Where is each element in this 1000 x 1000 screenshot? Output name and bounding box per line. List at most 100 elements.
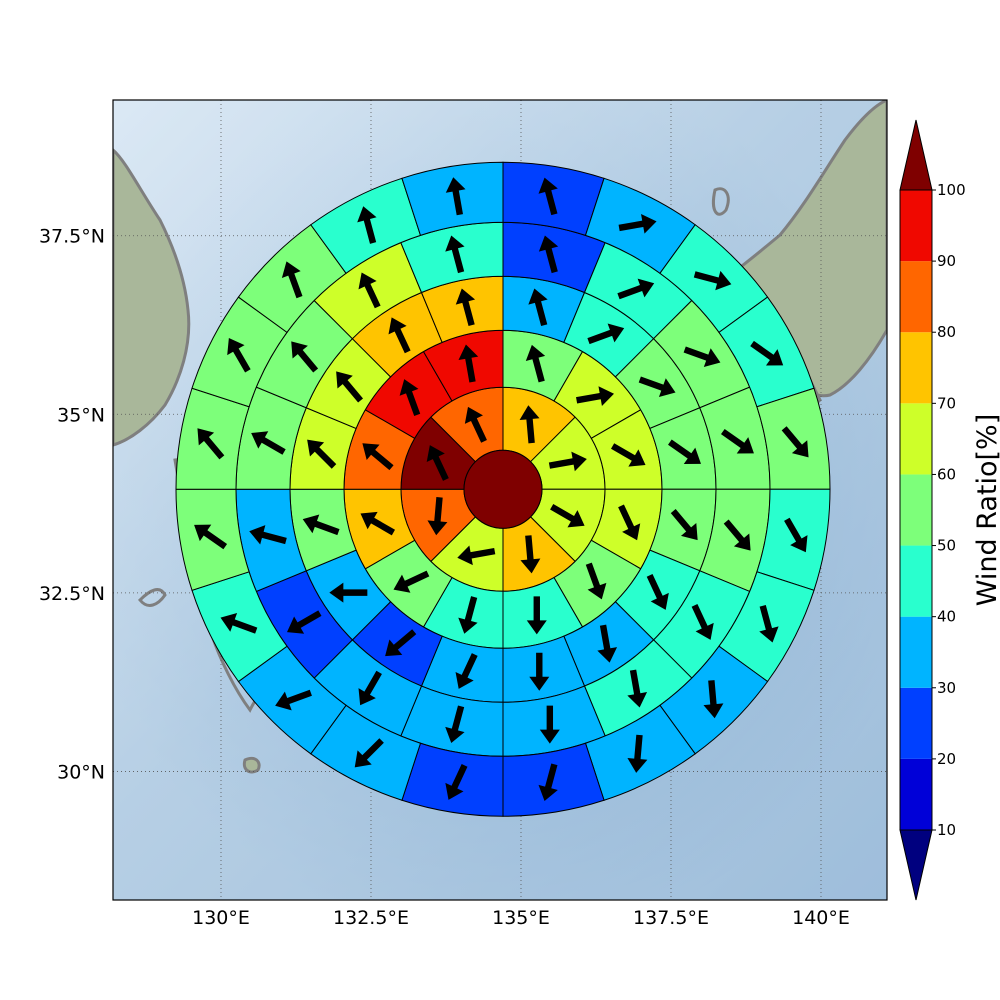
wind-arrow (759, 604, 779, 643)
korea-landmass (113, 148, 191, 447)
wind-arrow (539, 705, 560, 744)
wind-arrow (286, 610, 322, 634)
wind-arrow (291, 341, 319, 373)
wind-arrow (548, 451, 587, 472)
wind-arrow (597, 624, 618, 663)
wind-arrow (525, 344, 546, 383)
colorbar-segment (900, 758, 932, 830)
wind-arrow (610, 443, 646, 467)
colorbar-tick-label: 70 (937, 394, 956, 412)
wind-arrow (357, 206, 377, 244)
wind-arrow (519, 405, 540, 444)
wind-arrow (618, 213, 657, 234)
wind-arrow (281, 261, 303, 299)
colorbar-segment (900, 474, 932, 546)
wind-arrow (385, 629, 417, 657)
wind-arrow (617, 278, 655, 300)
wind-arrow (691, 604, 714, 640)
wind-arrow (627, 669, 648, 708)
wind-arrow (399, 379, 421, 416)
wind-arrow (354, 738, 384, 768)
wind-arrow (670, 508, 698, 541)
wind-arrow (455, 288, 476, 327)
wind-arrow (458, 344, 479, 383)
wind-arrow (529, 652, 550, 691)
wind-arrow (668, 439, 701, 465)
x-tick-label: 137.5°E (633, 907, 709, 929)
colorbar-tick-label: 50 (937, 537, 956, 555)
wind-arrow (358, 670, 382, 706)
wind-arrow (646, 574, 669, 610)
colorbar-tick-label: 40 (937, 608, 956, 626)
wind-arrow (393, 570, 430, 593)
wind-arrow (249, 525, 287, 545)
wind-arrow (445, 764, 468, 800)
wind-arrow (275, 689, 312, 711)
axis-ticks: 130°E 132.5°E 135°E 137.5°E 140°E 30°N 32.5°N 3… (39, 226, 850, 929)
wind-arrow (445, 705, 465, 744)
wind-arrow (227, 337, 251, 373)
wind-arrow (550, 503, 585, 528)
wind-arrow (638, 376, 676, 398)
wind-arrow (576, 386, 614, 406)
wind-arrow (703, 680, 724, 719)
colorbar-segment (900, 332, 932, 404)
y-tick-label: 37.5°N (39, 226, 105, 248)
wind-arrow (358, 272, 381, 309)
wind-arrow (307, 439, 337, 469)
wind-arrow (528, 288, 548, 327)
wind-arrow (251, 431, 286, 455)
x-tick-label: 130°E (192, 907, 250, 929)
colorbar: 10 20 30 40 50 60 70 80 90 100 (899, 119, 966, 901)
wind-arrow (618, 504, 641, 541)
colorbar-tick-label: 20 (937, 750, 956, 768)
wind-arrow (723, 519, 751, 551)
center-disc (463, 449, 543, 529)
x-tick-label: 135°E (492, 907, 550, 929)
y-tick-label: 32.5°N (39, 583, 105, 605)
colorbar-tick-label: 30 (937, 679, 956, 697)
y-tick-label: 35°N (57, 404, 105, 426)
wind-arrow (302, 514, 340, 536)
colorbar-segment (900, 261, 932, 333)
wind-arrow (362, 443, 394, 471)
colorbar-tick-label: 60 (937, 465, 956, 483)
wind-arrow (426, 445, 449, 481)
wind-arrow (455, 653, 478, 689)
x-tick-label: 132.5°E (333, 907, 409, 929)
wind-arrow (781, 426, 809, 458)
wind-arrow (336, 371, 364, 403)
wind-arrow (627, 734, 648, 773)
wind-arrow (360, 511, 396, 536)
wind-arrow (520, 535, 541, 574)
colorbar-segment (900, 403, 932, 475)
map-frame (112, 99, 888, 901)
colorbar-tick-label: 10 (937, 821, 956, 839)
wind-arrow (427, 497, 448, 536)
colorbar-extend-max (899, 119, 933, 191)
wind-arrow (693, 270, 732, 291)
colorbar-tick-label: 100 (937, 181, 966, 199)
wind-arrow (197, 428, 225, 460)
wind-arrow (683, 346, 721, 368)
colorbar-segment (900, 545, 932, 617)
wind-arrows (194, 177, 809, 801)
wind-arrow (194, 524, 228, 550)
island-coastline-2 (137, 588, 167, 607)
wind-arrow (388, 317, 411, 354)
wind-arrow (587, 323, 625, 345)
ring-sector (401, 161, 504, 236)
colorbar-tick-label: 80 (937, 323, 956, 341)
colorbar-segment (900, 616, 932, 688)
colorbar-segment (900, 687, 932, 759)
wind-arrow (585, 562, 607, 600)
wind-arrow (538, 763, 558, 801)
colorbar-tick-label: 90 (937, 252, 956, 270)
colorbar-segment (900, 190, 932, 262)
wind-arrow (538, 235, 559, 274)
wind-arrow (445, 177, 466, 216)
wind-arrow (750, 340, 784, 366)
colorbar-label: Wind Ratio[%] (972, 414, 1000, 606)
wind-arrow (784, 517, 808, 553)
